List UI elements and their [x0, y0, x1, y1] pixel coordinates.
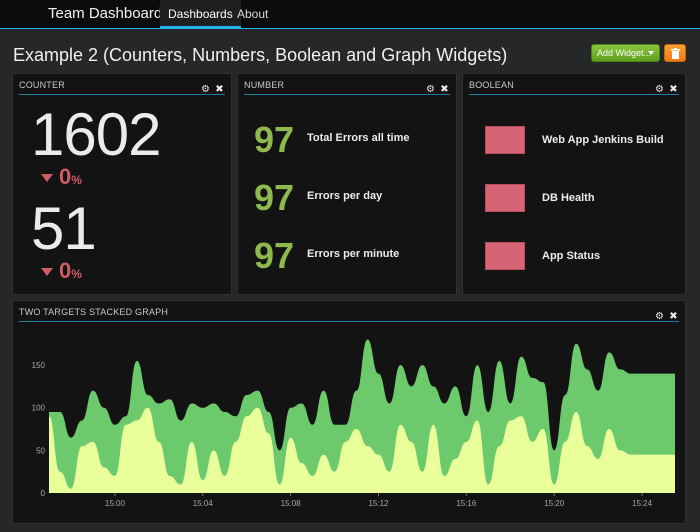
y-tick-label: 50 — [36, 446, 45, 455]
widget-tools: ⚙ ✖ — [651, 79, 679, 95]
y-tick-label: 150 — [32, 361, 46, 370]
widget-title: COUNTER — [19, 80, 65, 90]
trash-icon — [671, 48, 680, 59]
status-indicator — [485, 126, 525, 154]
x-tick-label: 15:04 — [193, 499, 214, 508]
counter-value: 51 — [31, 195, 97, 262]
number-label: Errors per day — [307, 190, 383, 202]
delta-value: 0 — [59, 164, 72, 189]
delta-unit: % — [71, 173, 82, 187]
widget-tools: ⚙ ✖ — [651, 306, 679, 322]
page-title: Example 2 (Counters, Numbers, Boolean an… — [13, 45, 508, 65]
number-label: Total Errors all time — [307, 132, 410, 144]
boolean-label: Web App Jenkins Build — [542, 134, 664, 146]
nav-dashboards[interactable]: Dashboards — [160, 0, 241, 28]
widget-header: COUNTER ⚙ ✖ — [19, 74, 225, 95]
widget-header: TWO TARGETS STACKED GRAPH ⚙ ✖ — [19, 301, 679, 322]
status-indicator — [485, 242, 525, 270]
delta-unit: % — [71, 267, 82, 281]
stacked-area-chart: 0 50 100 150 15:00 15:04 15:08 15:12 15:16 15:20 1… — [32, 339, 675, 508]
widget-title: BOOLEAN — [469, 80, 514, 90]
x-tick-label: 15:24 — [632, 499, 653, 508]
x-tick-label: 15:20 — [544, 499, 565, 508]
gear-icon[interactable]: ⚙ — [201, 84, 210, 95]
x-tick-label: 15:00 — [105, 499, 126, 508]
arrow-down-icon — [41, 268, 53, 276]
number-value: 97 — [254, 235, 295, 276]
graph-widget: TWO TARGETS STACKED GRAPH ⚙ ✖ 0 50 100 150 15… — [12, 300, 686, 524]
close-icon[interactable]: ✖ — [440, 84, 449, 95]
boolean-label: App Status — [542, 250, 601, 262]
gear-icon[interactable]: ⚙ — [655, 84, 664, 95]
top-navbar: Team Dashboard Dashboards About — [0, 0, 700, 29]
widget-tools: ⚙ ✖ — [197, 79, 225, 95]
boolean-label: DB Health — [542, 192, 595, 204]
counter-value: 1602 — [31, 101, 161, 168]
brand-title[interactable]: Team Dashboard — [48, 5, 163, 22]
number-label: Errors per minute — [307, 248, 400, 260]
close-icon[interactable]: ✖ — [669, 84, 678, 95]
counter-delta: 0% — [41, 164, 82, 190]
widget-header: BOOLEAN ⚙ ✖ — [469, 74, 679, 95]
counter-delta: 0% — [41, 258, 82, 284]
widget-header: NUMBER ⚙ ✖ — [244, 74, 450, 95]
close-icon[interactable]: ✖ — [669, 311, 678, 322]
arrow-down-icon — [41, 174, 53, 182]
x-tick-label: 15:08 — [281, 499, 302, 508]
x-tick-label: 15:16 — [456, 499, 477, 508]
add-widget-button[interactable]: Add Widget... — [591, 44, 660, 62]
widget-title: NUMBER — [244, 80, 285, 90]
boolean-widget: BOOLEAN ⚙ ✖ Web App Jenkins Build DB Heal… — [462, 73, 686, 295]
x-tick-label: 15:12 — [368, 499, 389, 508]
counter-widget: COUNTER ⚙ ✖ 1602 0% 51 0% — [12, 73, 232, 295]
widget-tools: ⚙ ✖ — [422, 79, 450, 95]
gear-icon[interactable]: ⚙ — [426, 84, 435, 95]
y-tick-label: 100 — [32, 404, 46, 413]
number-value: 97 — [254, 119, 295, 160]
y-tick-label: 0 — [41, 489, 46, 498]
number-widget: NUMBER ⚙ ✖ 97 Total Errors all time 97 Er… — [237, 73, 457, 295]
series-area-0 — [49, 407, 675, 493]
add-widget-label: Add Widget... — [597, 48, 652, 58]
close-icon[interactable]: ✖ — [215, 84, 224, 95]
status-indicator — [485, 184, 525, 212]
nav-about[interactable]: About — [237, 7, 269, 21]
delete-dashboard-button[interactable] — [664, 44, 686, 62]
gear-icon[interactable]: ⚙ — [655, 311, 664, 322]
caret-down-icon — [648, 51, 654, 55]
widget-title: TWO TARGETS STACKED GRAPH — [19, 307, 169, 317]
number-value: 97 — [254, 177, 295, 218]
delta-value: 0 — [59, 258, 72, 283]
